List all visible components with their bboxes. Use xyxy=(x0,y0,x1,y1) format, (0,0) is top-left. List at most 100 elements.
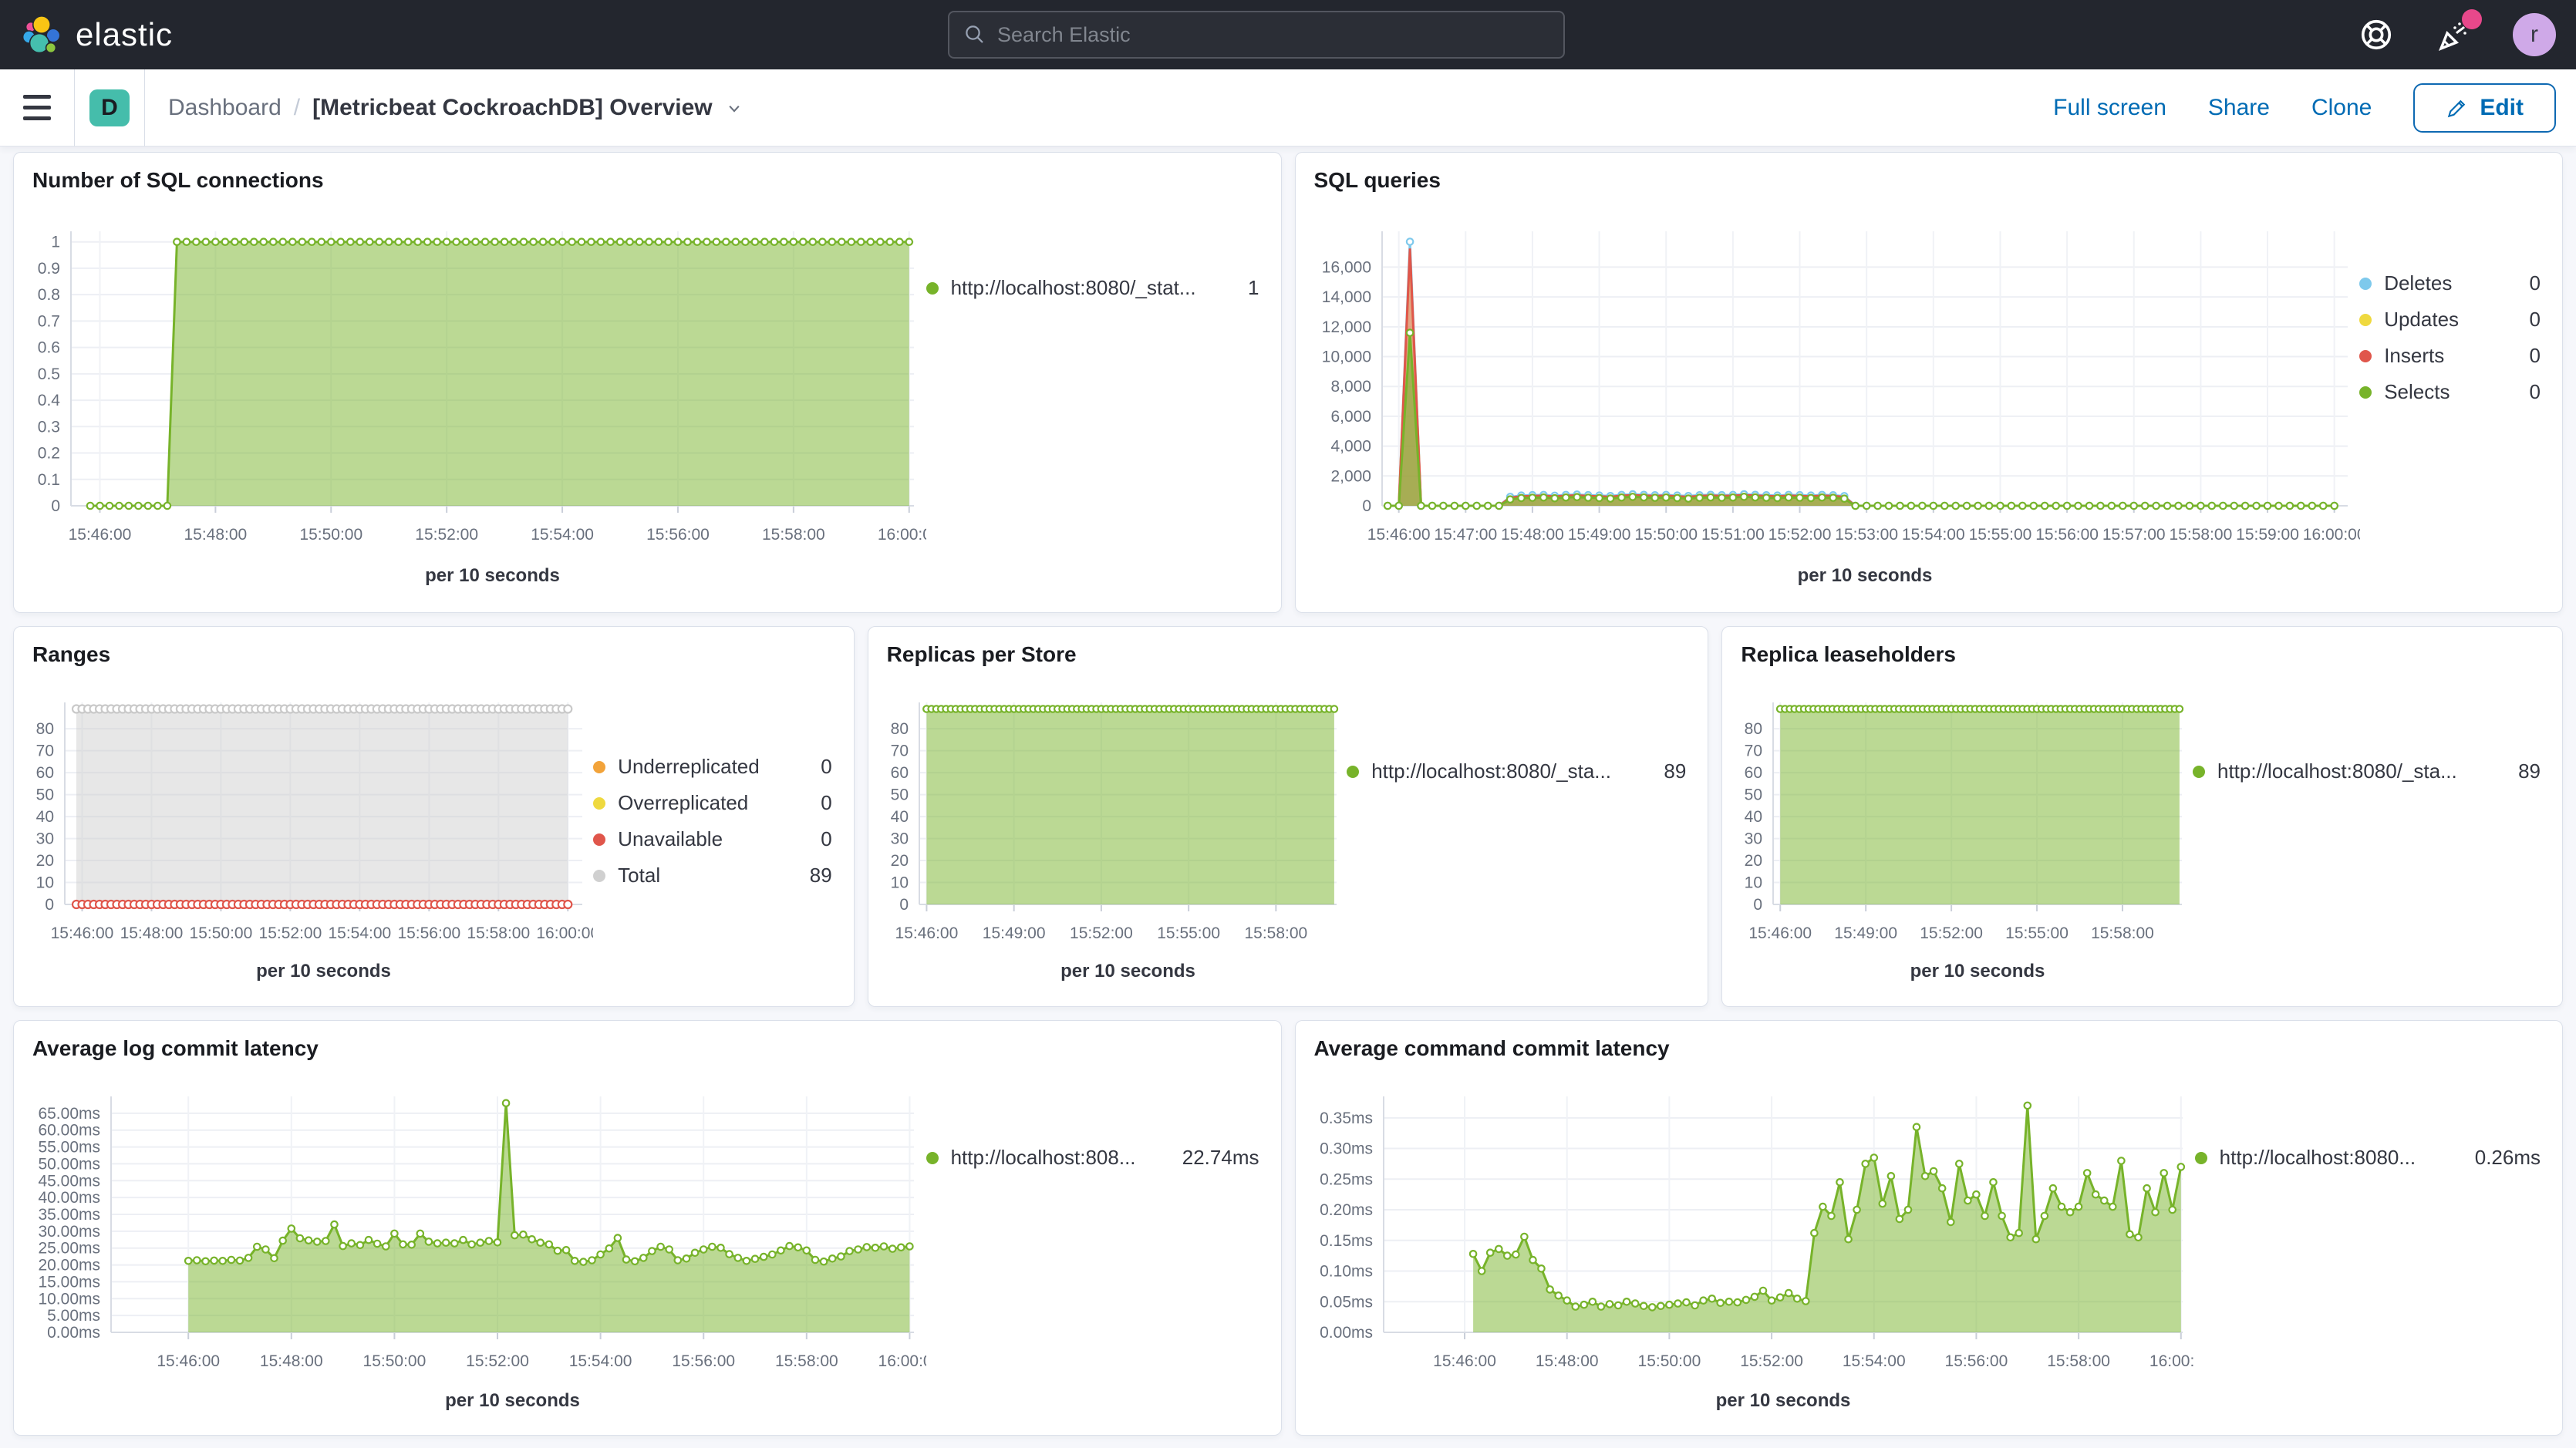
panel-average-log-commit-latency: Average log commit latency 0.00ms5.00ms1… xyxy=(13,1020,1282,1436)
chart-svg[interactable]: 0102030405060708015:46:0015:49:0015:52:0… xyxy=(1722,668,2193,988)
svg-text:0.3: 0.3 xyxy=(38,418,60,436)
svg-text:60: 60 xyxy=(36,764,54,782)
svg-text:8,000: 8,000 xyxy=(1330,378,1371,396)
panel-title[interactable]: Number of SQL connections xyxy=(14,153,1281,194)
legend-item[interactable]: Underreplicated0 xyxy=(593,755,832,779)
svg-text:15:58:00: 15:58:00 xyxy=(762,526,825,544)
chart-area[interactable]: 0102030405060708015:46:0015:48:0015:50:0… xyxy=(14,668,593,992)
svg-text:15:46:00: 15:46:00 xyxy=(1433,1352,1496,1370)
breadcrumb: Dashboard / [Metricbeat CockroachDB] Ove… xyxy=(168,95,745,121)
space-switcher[interactable]: D xyxy=(75,69,144,146)
series-color-dot xyxy=(593,870,605,882)
svg-text:0.8: 0.8 xyxy=(38,286,60,304)
svg-text:0.10ms: 0.10ms xyxy=(1320,1263,1373,1281)
help-button[interactable] xyxy=(2355,14,2397,56)
legend-item[interactable]: Updates0 xyxy=(2359,308,2541,332)
legend-item[interactable]: http://localhost:8080...0.26ms xyxy=(2195,1146,2541,1170)
global-search[interactable] xyxy=(948,11,1565,59)
series-label: http://localhost:8080/_stat... xyxy=(951,276,1196,300)
svg-text:15:55:00: 15:55:00 xyxy=(1968,526,2031,544)
legend-item[interactable]: Unavailable0 xyxy=(593,827,832,851)
svg-text:1: 1 xyxy=(51,234,60,251)
edit-button[interactable]: Edit xyxy=(2413,83,2556,133)
panel-sql-queries: SQL queries 02,0004,0006,0008,00010,0001… xyxy=(1295,152,2564,613)
chart-area[interactable]: 02,0004,0006,0008,00010,00012,00014,0001… xyxy=(1296,194,2360,596)
panel-title[interactable]: Replica leaseholders xyxy=(1722,627,2562,668)
svg-text:0.2: 0.2 xyxy=(38,445,60,463)
panel-title[interactable]: Average log commit latency xyxy=(14,1021,1281,1062)
svg-text:15:49:00: 15:49:00 xyxy=(1835,924,1898,942)
svg-text:15:56:00: 15:56:00 xyxy=(1944,1352,2008,1370)
search-input[interactable] xyxy=(997,23,1549,47)
title-menu-button[interactable] xyxy=(723,97,745,119)
panel-title[interactable]: Average command commit latency xyxy=(1296,1021,2563,1062)
series-color-dot xyxy=(926,1152,939,1164)
series-value: 0 xyxy=(2530,308,2541,332)
svg-text:15:55:00: 15:55:00 xyxy=(2006,924,2069,942)
series-value: 0 xyxy=(821,791,831,815)
clone-button[interactable]: Clone xyxy=(2311,95,2372,121)
chart-svg[interactable]: 0102030405060708015:46:0015:49:0015:52:0… xyxy=(868,668,1347,988)
dashboard-grid: Number of SQL connections 00.10.20.30.40… xyxy=(0,146,2576,1436)
panel-ranges: Ranges 0102030405060708015:46:0015:48:00… xyxy=(13,626,855,1007)
svg-text:15:50:00: 15:50:00 xyxy=(190,924,253,942)
chart-svg[interactable]: 0.00ms5.00ms10.00ms15.00ms20.00ms25.00ms… xyxy=(14,1062,926,1417)
chart-area[interactable]: 0102030405060708015:46:0015:49:0015:52:0… xyxy=(1722,668,2193,992)
elastic-logo[interactable]: elastic xyxy=(20,13,173,56)
chart-area[interactable]: 0102030405060708015:46:0015:49:0015:52:0… xyxy=(868,668,1347,992)
svg-text:15:53:00: 15:53:00 xyxy=(1835,526,1898,544)
legend-item[interactable]: Inserts0 xyxy=(2359,344,2541,368)
svg-text:10: 10 xyxy=(36,874,54,892)
legend-item[interactable]: Total89 xyxy=(593,864,832,887)
legend-item[interactable]: http://localhost:8080/_sta...89 xyxy=(2193,759,2541,783)
global-header: elastic xyxy=(0,0,2576,69)
svg-text:80: 80 xyxy=(890,720,908,738)
legend-item[interactable]: Deletes0 xyxy=(2359,271,2541,295)
legend-item[interactable]: http://localhost:808...22.74ms xyxy=(926,1146,1259,1170)
newsfeed-button[interactable] xyxy=(2434,14,2476,56)
user-avatar[interactable]: r xyxy=(2513,13,2556,56)
series-color-dot xyxy=(926,282,939,295)
svg-text:15:54:00: 15:54:00 xyxy=(531,526,594,544)
series-value: 0 xyxy=(2530,344,2541,368)
svg-text:15:49:00: 15:49:00 xyxy=(982,924,1045,942)
svg-text:15:48:00: 15:48:00 xyxy=(1501,526,1564,544)
svg-text:15:52:00: 15:52:00 xyxy=(1740,1352,1803,1370)
chart-area[interactable]: 00.10.20.30.40.50.60.70.80.9115:46:0015:… xyxy=(14,194,926,596)
svg-text:15:46:00: 15:46:00 xyxy=(895,924,958,942)
chart-svg[interactable]: 0.00ms0.05ms0.10ms0.15ms0.20ms0.25ms0.30… xyxy=(1296,1062,2195,1417)
svg-text:16:00:00: 16:00:00 xyxy=(2149,1352,2194,1370)
share-button[interactable]: Share xyxy=(2208,95,2270,121)
chart-svg[interactable]: 02,0004,0006,0008,00010,00012,00014,0001… xyxy=(1296,194,2360,592)
legend-item[interactable]: Selects0 xyxy=(2359,380,2541,404)
svg-text:5.00ms: 5.00ms xyxy=(47,1307,100,1325)
full-screen-button[interactable]: Full screen xyxy=(2053,95,2166,121)
series-value: 89 xyxy=(1664,759,1686,783)
series-label: Total xyxy=(618,864,660,887)
svg-text:15:52:00: 15:52:00 xyxy=(259,924,322,942)
legend-item[interactable]: http://localhost:8080/_stat...1 xyxy=(926,276,1259,300)
svg-text:14,000: 14,000 xyxy=(1321,288,1371,306)
panel-title[interactable]: Replicas per Store xyxy=(868,627,1708,668)
series-value: 89 xyxy=(2518,759,2541,783)
svg-text:15:48:00: 15:48:00 xyxy=(1535,1352,1598,1370)
svg-text:4,000: 4,000 xyxy=(1330,438,1371,456)
svg-text:15:58:00: 15:58:00 xyxy=(2091,924,2154,942)
chart-svg[interactable]: 0102030405060708015:46:0015:48:0015:50:0… xyxy=(14,668,593,988)
svg-text:per 10 seconds: per 10 seconds xyxy=(1797,565,1932,586)
menu-button[interactable] xyxy=(0,69,74,146)
panel-title[interactable]: Ranges xyxy=(14,627,854,668)
breadcrumb-dashboard[interactable]: Dashboard xyxy=(168,95,282,121)
svg-text:15:56:00: 15:56:00 xyxy=(672,1352,735,1370)
legend-item[interactable]: Overreplicated0 xyxy=(593,791,832,815)
chart-area[interactable]: 0.00ms0.05ms0.10ms0.15ms0.20ms0.25ms0.30… xyxy=(1296,1062,2195,1421)
svg-text:12,000: 12,000 xyxy=(1321,318,1371,336)
panel-title[interactable]: SQL queries xyxy=(1296,153,2563,194)
svg-text:15:56:00: 15:56:00 xyxy=(2035,526,2099,544)
legend-item[interactable]: http://localhost:8080/_sta...89 xyxy=(1347,759,1686,783)
svg-text:16:00:00: 16:00:00 xyxy=(2302,526,2359,544)
svg-text:30: 30 xyxy=(890,830,908,848)
series-value: 0 xyxy=(821,755,831,779)
chart-area[interactable]: 0.00ms5.00ms10.00ms15.00ms20.00ms25.00ms… xyxy=(14,1062,926,1421)
chart-svg[interactable]: 00.10.20.30.40.50.60.70.80.9115:46:0015:… xyxy=(14,194,926,592)
